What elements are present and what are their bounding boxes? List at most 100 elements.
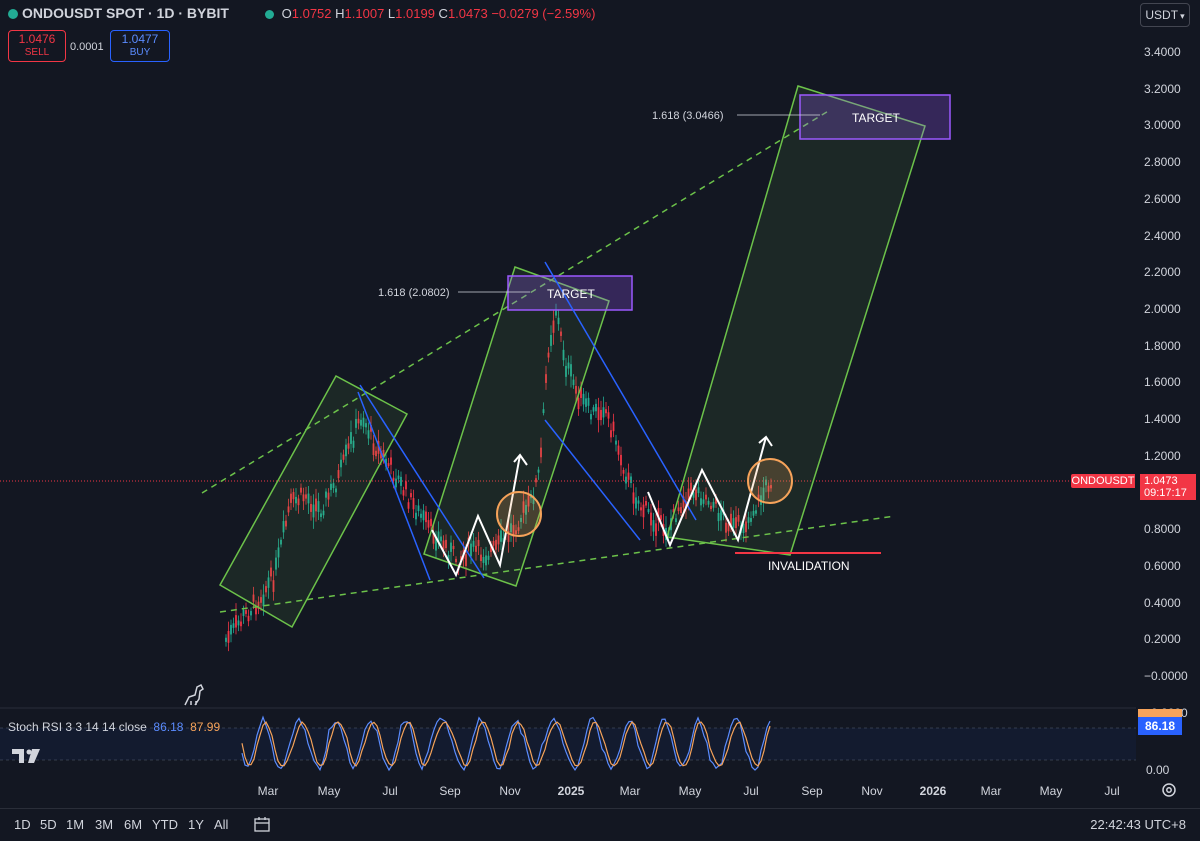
candle-body bbox=[702, 499, 705, 504]
candle-body bbox=[657, 508, 660, 521]
candle-body bbox=[737, 515, 740, 522]
candle-body bbox=[580, 387, 582, 398]
candle-body bbox=[712, 501, 715, 508]
candle-body bbox=[650, 512, 652, 526]
candle-body bbox=[710, 505, 712, 510]
change-value: −0.0279 (−2.59%) bbox=[491, 6, 596, 21]
candle-body bbox=[540, 447, 542, 458]
candle-body bbox=[402, 490, 405, 496]
candle-body bbox=[752, 510, 755, 516]
candle-body bbox=[750, 518, 752, 522]
candle-body bbox=[660, 515, 662, 520]
range-button-5d[interactable]: 5D bbox=[40, 817, 57, 832]
candle-body bbox=[287, 506, 290, 513]
candle-body bbox=[365, 423, 367, 428]
symbol-title[interactable]: ONDOUSDT SPOT · 1D · BYBIT bbox=[8, 5, 229, 21]
candle-body bbox=[537, 469, 540, 473]
target-box-2 bbox=[799, 94, 951, 140]
tradingview-logo-icon[interactable] bbox=[10, 747, 42, 765]
candle-body bbox=[445, 539, 447, 549]
candle-body bbox=[627, 472, 630, 480]
candle-body bbox=[372, 443, 375, 455]
candle-body bbox=[677, 507, 680, 512]
candle-body bbox=[592, 407, 595, 412]
price-chart[interactable]: 1.618 (2.0802) 1.618 (3.0466) TARGET TAR… bbox=[0, 0, 1136, 778]
range-button-1y[interactable]: 1Y bbox=[188, 817, 204, 832]
range-button-6m[interactable]: 6M bbox=[124, 817, 143, 832]
time-tick: Nov bbox=[499, 784, 521, 798]
candle-body bbox=[465, 554, 467, 567]
candle-body bbox=[562, 349, 565, 361]
candle-body bbox=[382, 449, 385, 459]
price-axis[interactable]: 3.4000 3.2000 3.0000 2.8000 2.6000 2.4000 2.20… bbox=[1136, 40, 1200, 720]
candle-body bbox=[237, 620, 240, 626]
clock[interactable]: 22:42:43 UTC+8 bbox=[1090, 817, 1186, 832]
market-status-icon bbox=[265, 10, 274, 20]
candle-body bbox=[595, 403, 597, 412]
candle-body bbox=[362, 417, 365, 427]
candle-body bbox=[472, 540, 475, 547]
candle-body bbox=[632, 492, 635, 504]
time-tick: Jul bbox=[382, 784, 398, 798]
candle-body bbox=[695, 489, 697, 501]
candle-body bbox=[270, 567, 272, 577]
candle-body bbox=[337, 470, 340, 479]
currency-select[interactable]: USDT bbox=[1140, 3, 1190, 27]
buy-button[interactable]: 1.0477 BUY bbox=[110, 30, 170, 62]
price-tick: 0.2000 bbox=[1144, 632, 1181, 647]
candle-body bbox=[520, 517, 522, 522]
candle-body bbox=[260, 597, 262, 603]
candle-body bbox=[645, 501, 647, 506]
candle-body bbox=[532, 495, 535, 505]
symbol-logo-icon bbox=[8, 9, 18, 20]
candle-body bbox=[635, 497, 637, 509]
candle-body bbox=[252, 594, 255, 602]
target-label-1: TARGET bbox=[547, 287, 595, 301]
calendar-goto-icon[interactable] bbox=[253, 815, 271, 833]
stoch-d-value: 87.99 bbox=[190, 720, 221, 734]
range-button-1m[interactable]: 1M bbox=[66, 817, 85, 832]
candle-body bbox=[350, 432, 352, 444]
candle-body bbox=[567, 362, 570, 369]
time-axis[interactable]: Mar May Jul Sep Nov 2025 Mar May Jul Sep Nov 2026 Ma… bbox=[0, 778, 1136, 802]
range-button-all[interactable]: All bbox=[214, 817, 229, 832]
candle-body bbox=[620, 454, 622, 466]
projection-path-1 bbox=[431, 454, 521, 578]
range-button-3m[interactable]: 3M bbox=[95, 817, 114, 832]
candle-body bbox=[387, 463, 390, 467]
candle-body bbox=[420, 513, 422, 518]
candle-body bbox=[367, 430, 370, 439]
candle-body bbox=[430, 518, 432, 527]
candle-body bbox=[327, 492, 330, 500]
candle-body bbox=[707, 500, 710, 505]
candle-body bbox=[447, 554, 450, 561]
indicator-legend[interactable]: Stoch RSI 3 3 14 14 close 86.18 87.99 bbox=[8, 720, 221, 734]
candle-body bbox=[570, 364, 572, 377]
candle-body bbox=[755, 510, 757, 514]
candle-body bbox=[242, 609, 245, 617]
time-tick: Nov bbox=[861, 784, 883, 798]
candle-body bbox=[717, 512, 720, 522]
price-tick: 2.4000 bbox=[1144, 228, 1181, 243]
candle-body bbox=[675, 518, 677, 523]
candle-body bbox=[277, 547, 280, 558]
candle-body bbox=[435, 538, 437, 551]
settings-gear-icon[interactable] bbox=[1160, 781, 1178, 799]
candle-body bbox=[735, 517, 737, 529]
projection-arrow-2 bbox=[758, 435, 773, 447]
downtrend-line-2b bbox=[544, 419, 641, 541]
invalidation-label: INVALIDATION bbox=[768, 559, 850, 573]
candle-body bbox=[577, 397, 580, 410]
price-tick: 1.8000 bbox=[1144, 338, 1181, 353]
sell-button[interactable]: 1.0476 SELL bbox=[8, 30, 66, 62]
range-button-1d[interactable]: 1D bbox=[14, 817, 31, 832]
candle-body bbox=[630, 476, 632, 484]
impulse-channel-1 bbox=[218, 374, 409, 629]
price-tick: 2.0000 bbox=[1144, 301, 1181, 316]
candle-body bbox=[292, 492, 295, 500]
candle-body bbox=[655, 523, 657, 536]
candle-body bbox=[320, 513, 322, 517]
range-button-ytd[interactable]: YTD bbox=[152, 817, 178, 832]
candle-body bbox=[297, 498, 300, 506]
price-tick: 1.4000 bbox=[1144, 412, 1181, 426]
